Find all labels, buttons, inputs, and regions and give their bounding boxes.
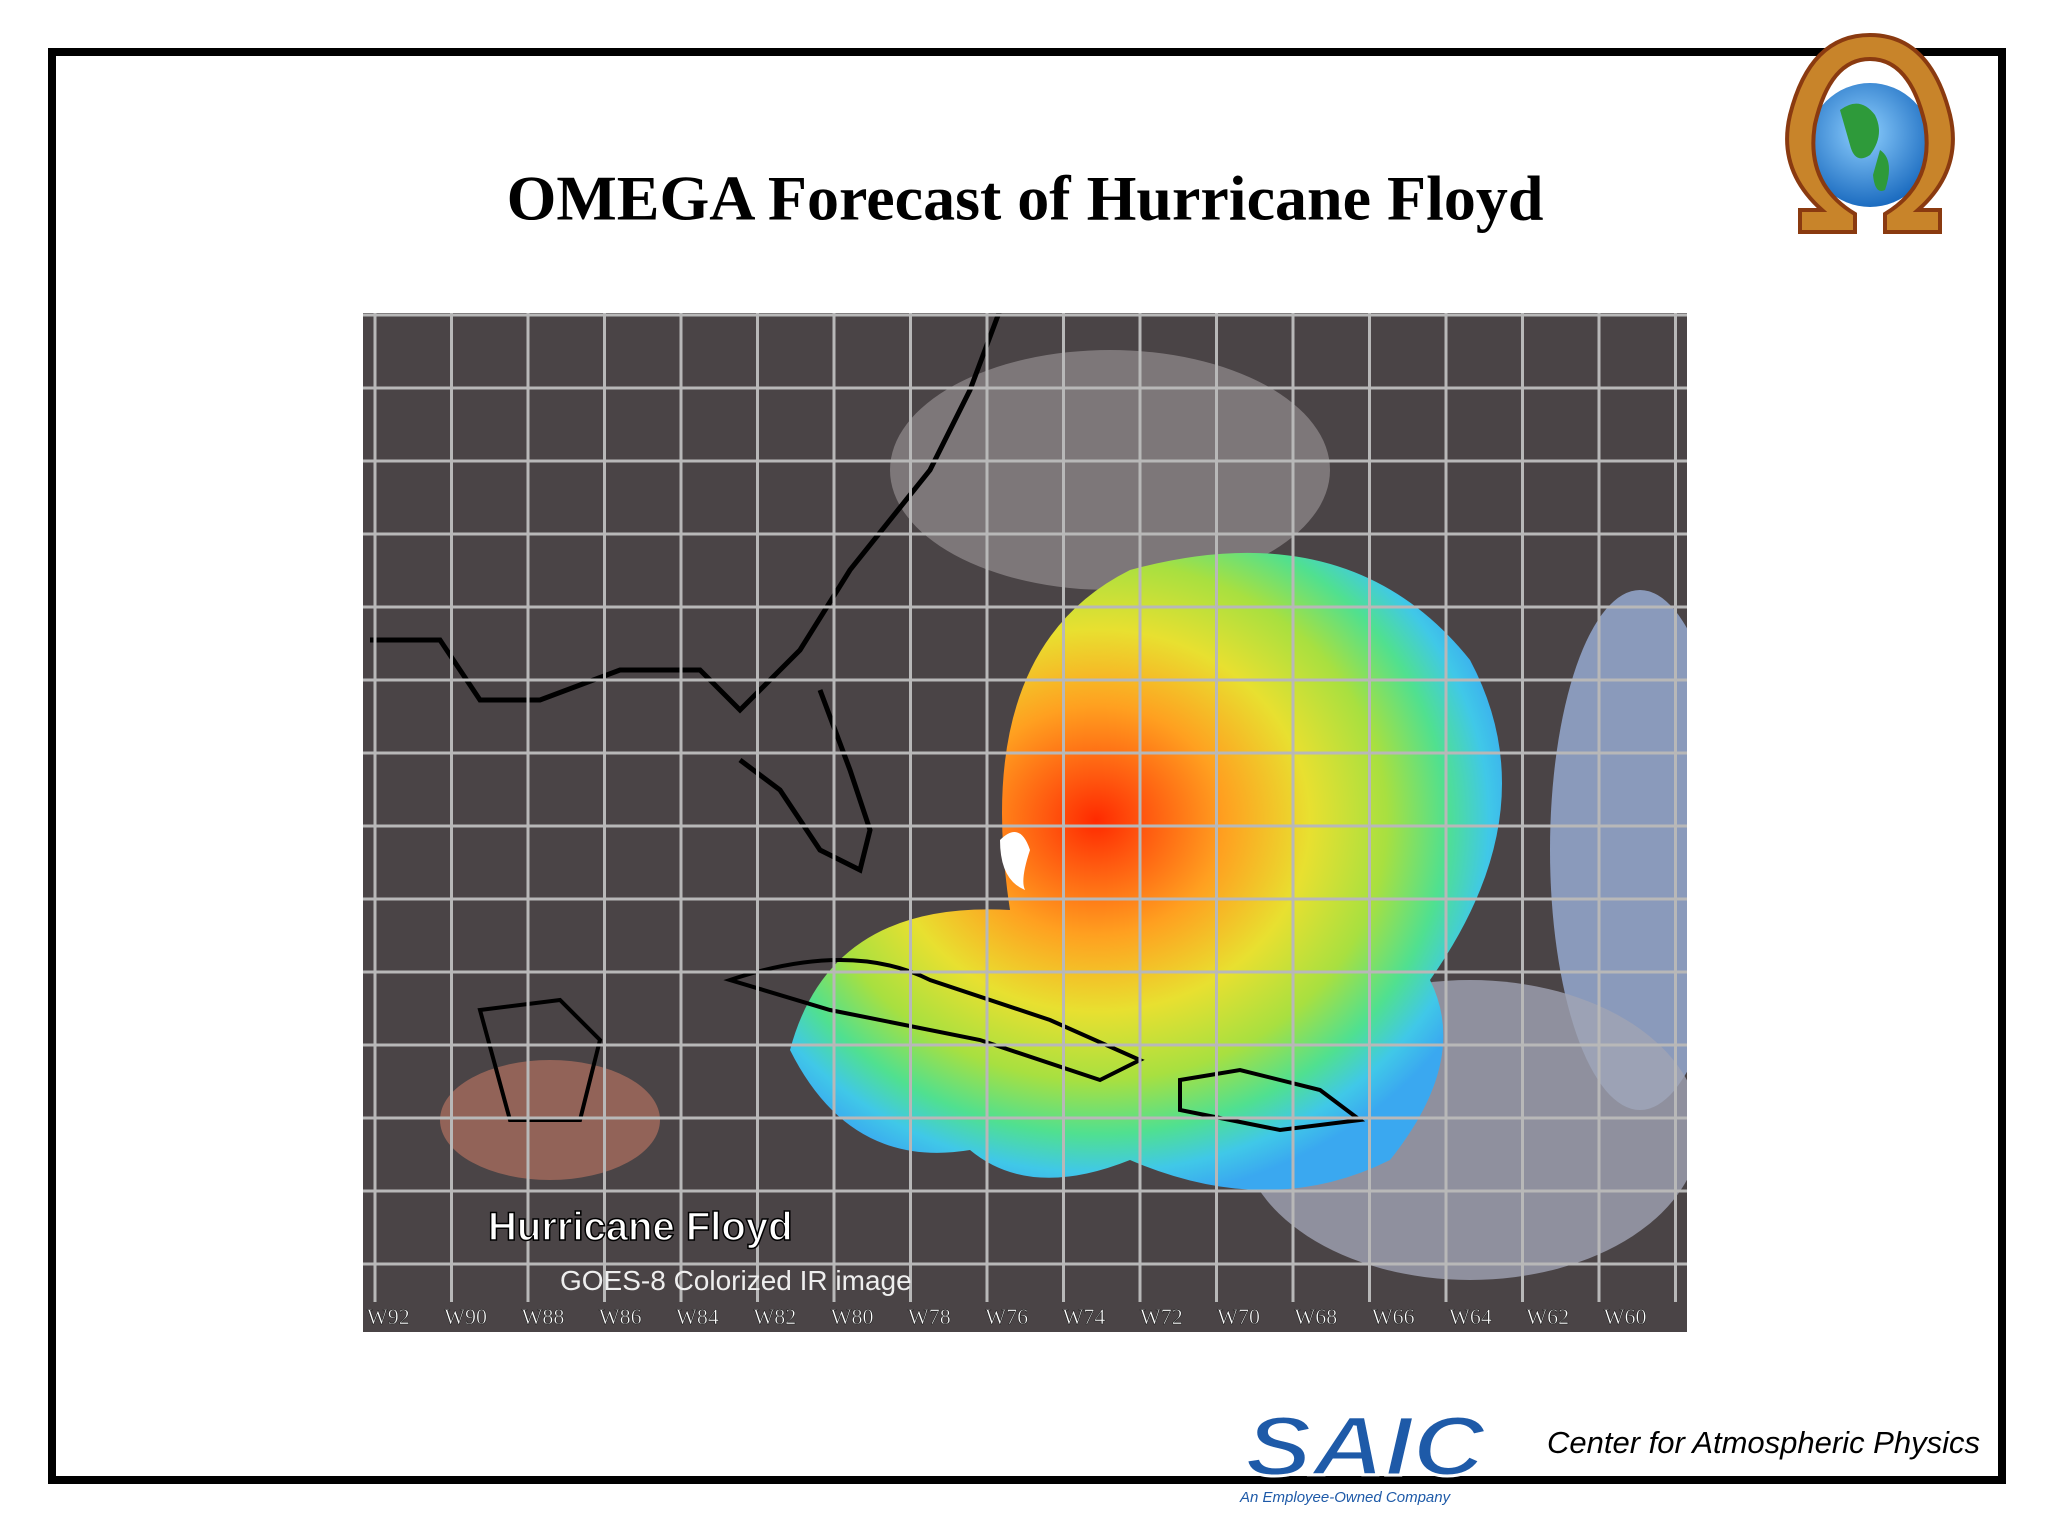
longitude-label: W60 — [1604, 1304, 1647, 1329]
image-caption: Hurricane Floyd — [488, 1205, 793, 1249]
organization-name: Center for Atmospheric Physics — [1547, 1425, 1980, 1460]
longitude-label: W80 — [831, 1304, 874, 1329]
longitude-label: W78 — [908, 1304, 951, 1329]
longitude-label: W64 — [1449, 1304, 1492, 1329]
longitude-label: W84 — [676, 1304, 719, 1329]
longitude-label: W74 — [1063, 1304, 1106, 1329]
longitude-label: W92 — [367, 1304, 410, 1329]
longitude-label: W62 — [1526, 1304, 1569, 1329]
saic-tagline: An Employee-Owned Company — [1239, 1489, 1452, 1506]
longitude-label: W72 — [1140, 1304, 1183, 1329]
longitude-label: W88 — [522, 1304, 565, 1329]
longitude-label: W66 — [1372, 1304, 1415, 1329]
satellite-image — [363, 313, 1687, 1332]
slide-frame — [48, 48, 2006, 1484]
image-subcaption: GOES-8 Colorized IR image — [560, 1265, 912, 1296]
saic-logo: SAIC An Employee-Owned Company — [1239, 1398, 1488, 1507]
longitude-label: W70 — [1217, 1304, 1260, 1329]
longitude-label: W86 — [599, 1304, 642, 1329]
longitude-label: W68 — [1295, 1304, 1338, 1329]
longitude-label: W82 — [753, 1304, 796, 1329]
slide-title: OMEGA Forecast of Hurricane Floyd — [507, 163, 1544, 234]
omega-logo — [1785, 32, 1955, 234]
longitude-label: W76 — [985, 1304, 1028, 1329]
saic-wordmark: SAIC — [1245, 1399, 1487, 1493]
longitude-label: W90 — [444, 1304, 487, 1329]
longitude-labels: W92 W90 W88 W86 W84 W82 W80 W78 W76 W74 W72 W70 W68 W… — [367, 1304, 1647, 1330]
lat-lon-grid — [363, 313, 1687, 1302]
